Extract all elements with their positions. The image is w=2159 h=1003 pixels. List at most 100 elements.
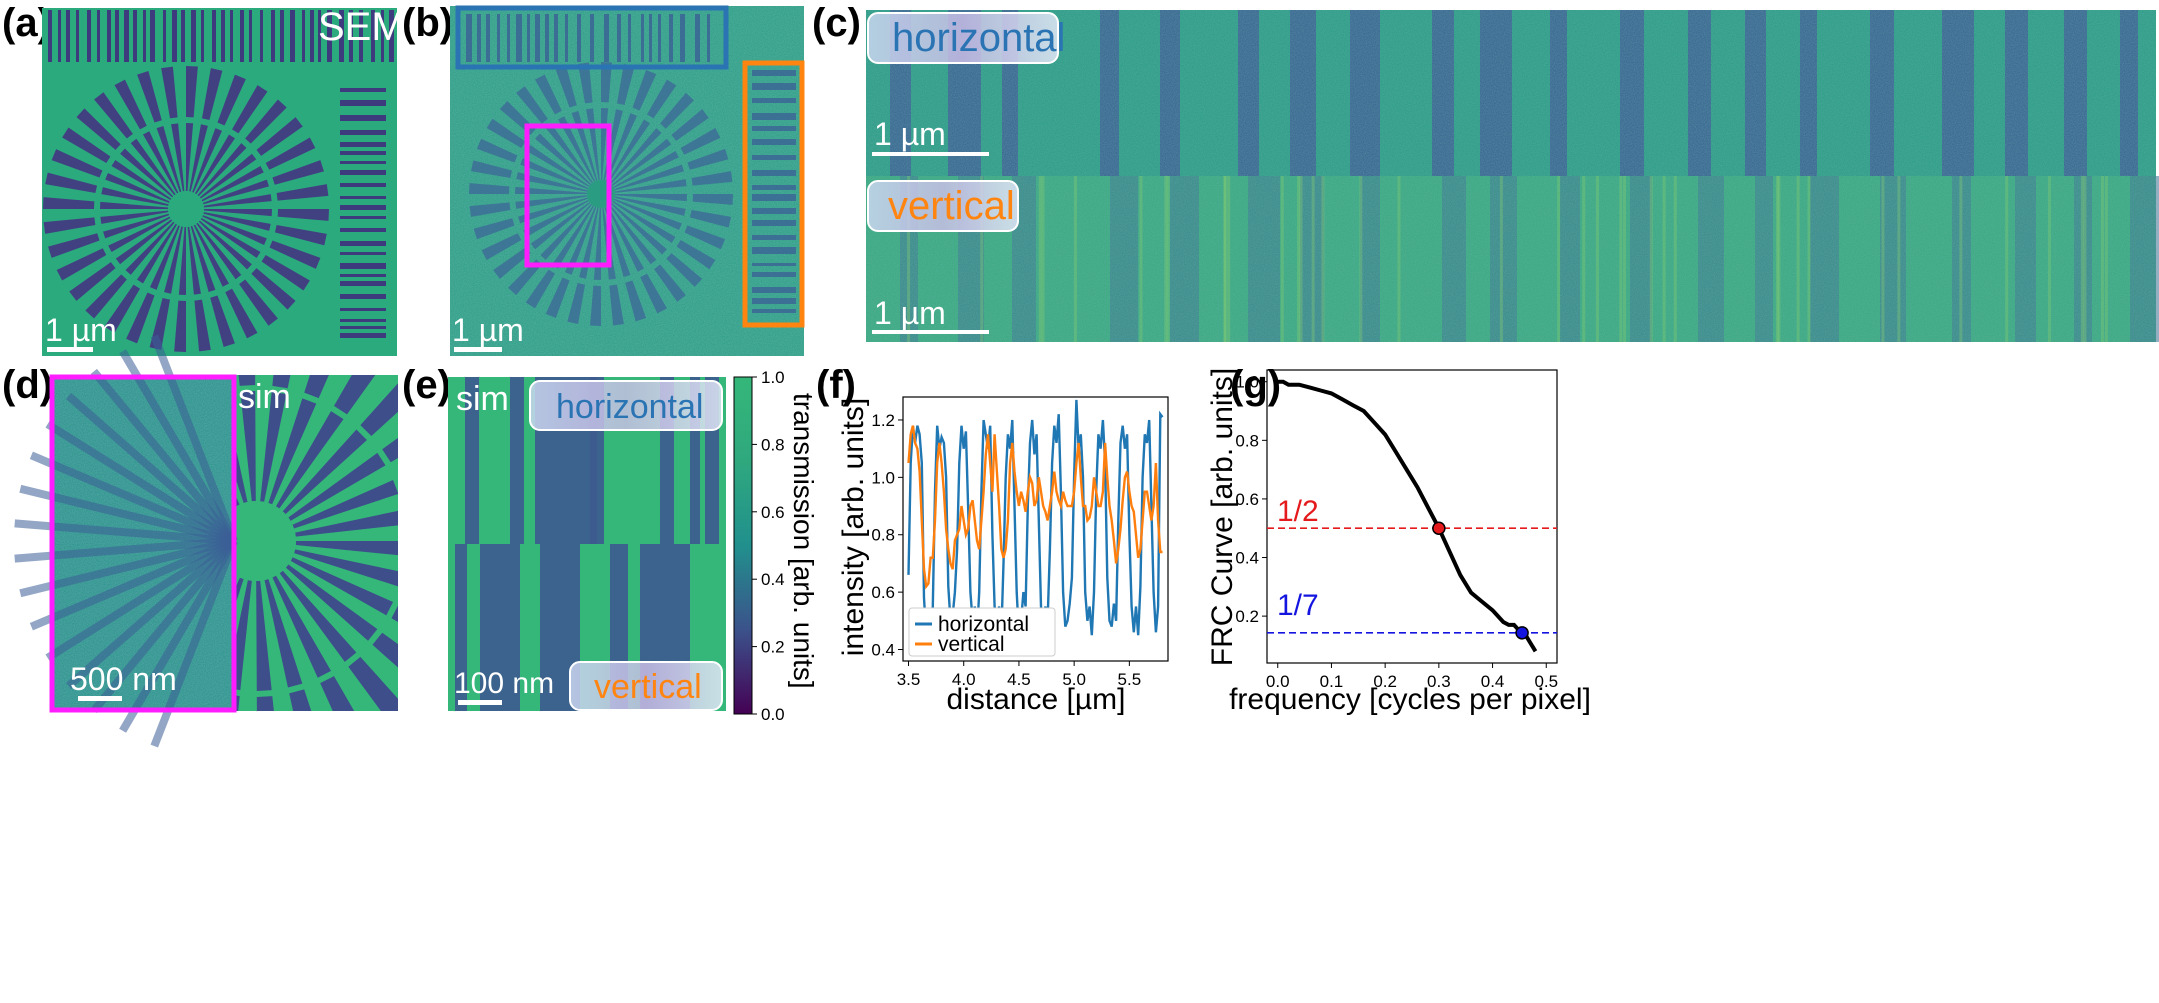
star-wedge [614,164,684,191]
star-wedge [203,209,272,217]
star-wedge [240,391,256,502]
star-wedge-outer [274,224,327,246]
ytick-label-g: 0.4 [1235,549,1259,568]
star-wedge [193,224,229,287]
star-wedge [606,206,644,272]
star-wedge [614,196,686,216]
star-wedge [189,124,208,192]
sem-side-bar [340,161,386,164]
star-wedge [187,226,201,295]
zoom-frame [49,374,237,713]
ytick-label-f: 0.4 [871,641,895,660]
sem-top-bar [172,10,177,62]
plot-frame-f [902,396,1169,662]
sem-top-bar [76,10,79,62]
xtick-label-g: 0.1 [1320,672,1344,691]
sem-side-bar [340,130,386,135]
star-wedge [100,210,169,224]
xtick-label-f: 5.0 [1062,670,1086,689]
colorbar-tick-label: 0.0 [761,705,785,724]
star-wedge [199,153,257,199]
star-wedge [202,179,269,205]
star-wedge-outer [666,253,703,287]
star-wedge [558,116,596,182]
star-wedge-outer [660,92,694,129]
panel-a: (a) SEM 1 µm [2,1,405,356]
ytick-label-g: 0.8 [1235,431,1259,450]
star-wedge-outer [545,277,570,319]
sim-bar-top [465,377,479,544]
star-wedge-outer [114,79,147,130]
sem-top-bar [212,10,216,62]
modality-label: SEM [318,5,405,49]
legend-label-vertical: vertical [938,633,1005,656]
recon-side-bar [752,126,796,131]
recon-side-bar [752,139,796,145]
star-wedge [164,226,183,294]
star-wedge-outer [62,127,111,163]
sim-label-e: sim [456,380,509,418]
star-wedge-outer [469,202,511,217]
star-wedge [515,195,588,209]
recon-top-bar [545,14,549,62]
recon-side-bar [752,170,796,176]
star-wedge-outer [654,264,686,302]
star-wedge [609,128,662,185]
star-wedge-outer [272,375,291,389]
star-wedge-outer [69,262,116,301]
star-wedge [294,549,398,587]
recon-top-bar [527,14,530,62]
tag-horizontal-e [529,380,723,431]
star-wedge [276,411,344,509]
sem-top-bar [302,10,305,62]
star-wedge-outer [578,62,593,104]
sem-top-bar [349,10,353,62]
star-wedge-outer [391,605,398,622]
xlabel-g: frequency [cycles per pixel] [1229,683,1591,716]
star-wedge-outer [272,160,324,185]
recon-top-bar [497,14,500,62]
sem-side-bar [340,294,386,299]
star-wedge [196,222,242,280]
panel-f: (f) 3.5 4.0 4.5 5.0 5.5 0.4 0.6 0.8 1.0 1.2 horiz… [816,363,1169,716]
xtick-label-g: 0.3 [1427,672,1451,691]
ytick-label-g: 1.0 [1235,373,1259,392]
scalebar-c-top [872,152,989,156]
sem-top-bar [107,10,111,62]
horizontal-roi-box [455,5,729,70]
sem-top-bar [359,10,363,62]
star-wedge-outer [85,274,127,319]
tag-horizontal-e-text: horizontal [556,388,703,426]
recon-top-bar [695,14,700,62]
star-wedge [178,226,186,295]
recon-top-bar [577,14,581,62]
star-wedge-outer [239,279,278,326]
tag-vertical-e-text: vertical [594,668,702,706]
sem-top-bar [97,10,100,62]
star-wedge-outer [382,437,398,463]
sem-side-bar [340,183,386,187]
star-wedge [515,186,588,194]
sem-side-bar [340,281,386,286]
recon-spoke [45,420,237,545]
star-wedge [268,398,317,505]
recon-spoke [29,451,236,545]
star-wedge [111,159,172,200]
recon-side-bar [752,185,796,190]
sem-top-bar [290,10,295,62]
star-wedge-outer [689,209,731,228]
star-wedge [526,144,590,187]
series-line-vertical [907,425,1163,590]
star-wedge [149,225,180,290]
star-wedge [260,391,287,502]
sem-top-bar [115,10,119,62]
xtick-label-g: 0.4 [1481,672,1505,691]
sim-bar-top [510,377,524,544]
recon-top-bar [590,14,594,62]
star-wedge-outer [625,280,647,322]
star-wedge-outer [334,375,376,415]
recon-top-bar [477,14,481,62]
star-wedge-outer [616,64,635,106]
star-wedge-outer [590,285,601,326]
recon-spoke [29,537,236,631]
